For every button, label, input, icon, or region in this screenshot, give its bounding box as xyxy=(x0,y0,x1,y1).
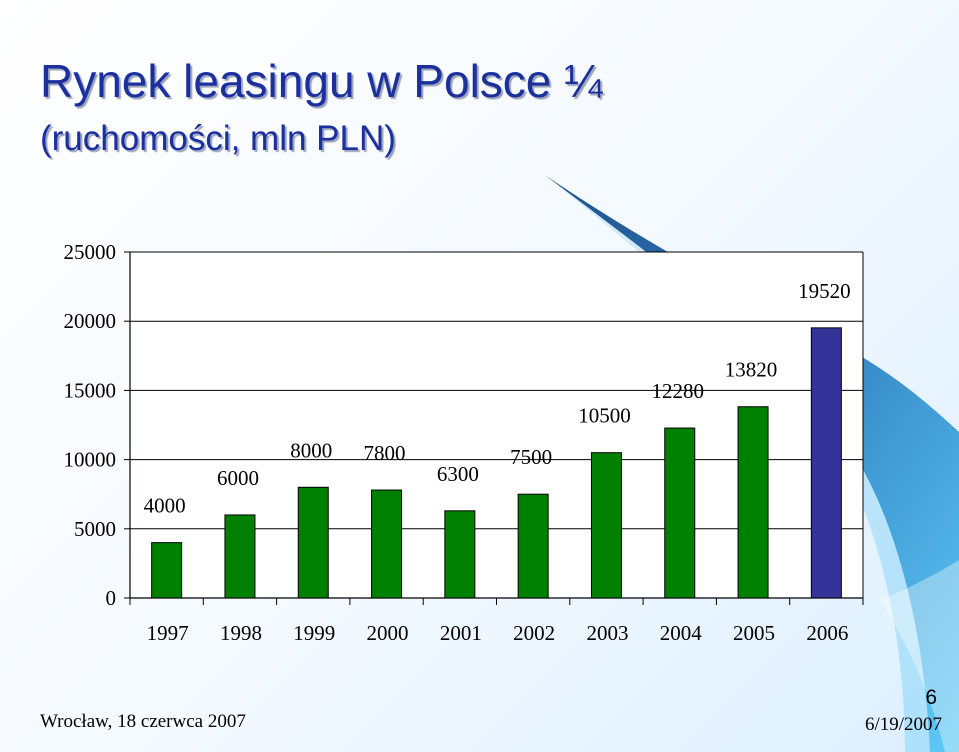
data-label-2001: 6300 xyxy=(437,462,479,486)
y-tick-label: 0 xyxy=(106,586,117,610)
x-tick-label-2006: 2006 xyxy=(806,621,848,645)
bar-1998 xyxy=(224,514,256,599)
y-tick-label: 15000 xyxy=(64,378,117,402)
x-tick-label-2002: 2002 xyxy=(513,621,555,645)
data-label-2004: 12280 xyxy=(652,379,705,403)
bar-2005 xyxy=(737,406,769,599)
y-tick-label: 10000 xyxy=(64,448,117,472)
data-label-2002: 7500 xyxy=(510,445,552,469)
data-label-1997: 4000 xyxy=(144,494,186,518)
x-tick-label-2003: 2003 xyxy=(586,621,628,645)
bar-2006 xyxy=(810,327,842,599)
x-tick-label-2000: 2000 xyxy=(367,621,409,645)
y-tick-label: 25000 xyxy=(64,240,117,264)
slide-title: Rynek leasingu w Polsce ¼ xyxy=(40,55,603,107)
x-tick-label-1998: 1998 xyxy=(220,621,262,645)
data-label-2003: 10500 xyxy=(578,404,631,428)
bar-1999 xyxy=(297,486,329,599)
data-label-2006: 19520 xyxy=(798,279,851,303)
bar-1997 xyxy=(151,542,183,599)
x-tick-label-1999: 1999 xyxy=(293,621,335,645)
bar-2002 xyxy=(517,493,549,599)
data-label-1999: 8000 xyxy=(290,438,332,462)
slide-subtitle: (ruchomości, mln PLN) xyxy=(40,119,396,158)
page-number: 6 xyxy=(925,686,937,709)
x-tick-label-2001: 2001 xyxy=(440,621,482,645)
y-tick-label: 20000 xyxy=(64,309,117,333)
data-label-1998: 6000 xyxy=(217,466,259,490)
x-tick-label-2004: 2004 xyxy=(660,621,703,645)
y-tick-label: 5000 xyxy=(74,517,116,541)
data-label-2000: 7800 xyxy=(364,441,406,465)
x-tick-label-1997: 1997 xyxy=(147,621,189,645)
bar-2001 xyxy=(444,510,476,599)
bar-2004 xyxy=(664,427,696,599)
footer-date: 6/19/2007 xyxy=(864,714,942,735)
bar-2000 xyxy=(371,489,403,599)
data-label-2005: 13820 xyxy=(725,358,778,382)
bar-2003 xyxy=(590,452,622,599)
footer-location-date: Wrocław, 18 czerwca 2007 xyxy=(40,711,246,732)
x-tick-label-2005: 2005 xyxy=(733,621,775,645)
